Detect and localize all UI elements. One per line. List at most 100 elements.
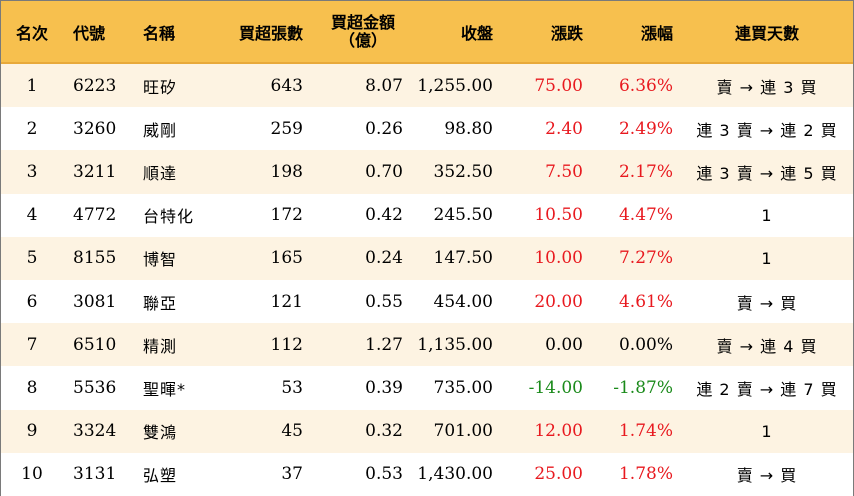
cell-net-buy-volume: 53	[281, 377, 303, 398]
cell-close: 1,255.00	[417, 75, 493, 96]
cell-code: 3081	[73, 291, 117, 312]
cell-change: 0.00	[545, 334, 583, 355]
cell-net-buy-volume: 172	[270, 205, 303, 226]
cell-net-buy-amount: 0.39	[365, 377, 403, 398]
cell-net-buy-amount: 0.55	[365, 291, 403, 312]
table-row: 9 3324 雙鴻 45 0.32 701.00 12.00 1.74% 1	[1, 409, 853, 453]
cell-code: 5536	[73, 377, 117, 398]
cell-rank: 2	[26, 118, 38, 139]
table-row: 1 6223 旺矽 643 8.07 1,255.00 75.00 6.36% 賣 → 連 3 …	[1, 64, 853, 108]
cell-consecutive-days: 連 2 賣 → 連 7 買	[696, 379, 838, 399]
cell-change: 7.50	[545, 161, 583, 182]
header-net-buy-volume: 買超張數	[238, 23, 303, 43]
cell-rank: 9	[26, 421, 38, 442]
cell-net-buy-amount: 0.42	[365, 205, 403, 226]
cell-change-pct: 1.78%	[618, 464, 673, 485]
cell-change: 10.50	[534, 205, 583, 226]
header-name: 名稱	[143, 23, 176, 43]
cell-code: 3324	[73, 421, 117, 442]
cell-code: 8155	[73, 248, 117, 269]
cell-change-pct: 6.36%	[618, 75, 673, 96]
cell-net-buy-volume: 198	[270, 161, 303, 182]
header-rank: 名次	[15, 23, 48, 43]
cell-change-pct: 1.74%	[618, 421, 673, 442]
table-row: 3 3211 順達 198 0.70 352.50 7.50 2.17% 連 3 賣 → 連 5…	[1, 150, 853, 194]
cell-change: 75.00	[534, 75, 583, 96]
table-header: 名次 代號 名稱 買超張數 買超金額 （億） 收盤 漲跌 漲幅 連買天數	[1, 1, 853, 64]
cell-name: 博智	[143, 250, 178, 270]
cell-net-buy-volume: 259	[270, 118, 303, 139]
cell-close: 735.00	[433, 377, 493, 398]
header-net-buy-amount-line2: （億）	[338, 30, 387, 50]
cell-net-buy-amount: 1.27	[365, 334, 403, 355]
cell-consecutive-days: 1	[761, 421, 773, 441]
cell-name: 台特化	[143, 207, 195, 227]
cell-net-buy-amount: 0.32	[365, 421, 403, 442]
cell-net-buy-amount: 0.24	[365, 248, 403, 269]
cell-change-pct: 2.49%	[618, 118, 673, 139]
cell-rank: 1	[26, 75, 38, 96]
cell-rank: 5	[26, 248, 38, 269]
cell-change: 10.00	[534, 248, 583, 269]
cell-consecutive-days: 賣 → 連 3 買	[716, 77, 818, 97]
table-row: 6 3081 聯亞 121 0.55 454.00 20.00 4.61% 賣 → 買	[1, 279, 853, 324]
header-close: 收盤	[460, 23, 493, 43]
header-net-buy-amount: 買超金額 （億）	[303, 12, 403, 50]
cell-change-pct: 0.00%	[618, 334, 673, 355]
cell-consecutive-days: 賣 → 連 4 買	[716, 336, 818, 356]
cell-close: 701.00	[433, 421, 493, 442]
cell-net-buy-volume: 112	[270, 334, 303, 355]
cell-consecutive-days: 1	[761, 248, 773, 268]
cell-code: 6510	[73, 334, 117, 355]
cell-net-buy-volume: 37	[281, 464, 303, 485]
cell-close: 352.50	[433, 161, 493, 182]
cell-rank: 10	[21, 464, 43, 485]
cell-name: 威剛	[143, 120, 178, 140]
table-body: 1 6223 旺矽 643 8.07 1,255.00 75.00 6.36% 賣 → 連 3 …	[1, 64, 853, 496]
cell-change-pct: 4.47%	[618, 205, 673, 226]
table-row: 7 6510 精測 112 1.27 1,135.00 0.00 0.00% 賣 → 連 4 買	[1, 323, 853, 367]
cell-rank: 6	[26, 291, 38, 312]
cell-net-buy-amount: 0.26	[365, 118, 403, 139]
cell-close: 147.50	[433, 248, 493, 269]
table-row: 2 3260 威剛 259 0.26 98.80 2.40 2.49% 連 3 賣 → 連 2 …	[1, 107, 853, 151]
cell-change-pct: 7.27%	[618, 248, 673, 269]
cell-change: 25.00	[534, 464, 583, 485]
header-consecutive-days: 連買天數	[734, 23, 799, 43]
cell-consecutive-days: 賣 → 買	[736, 293, 798, 313]
cell-close: 1,135.00	[417, 334, 493, 355]
cell-name: 旺矽	[143, 77, 178, 97]
header-net-buy-amount-line1: 買超金額	[330, 12, 395, 32]
cell-net-buy-amount: 0.53	[365, 464, 403, 485]
cell-net-buy-volume: 45	[281, 421, 303, 442]
cell-net-buy-volume: 121	[270, 291, 303, 312]
cell-code: 4772	[73, 205, 117, 226]
cell-rank: 4	[26, 205, 38, 226]
cell-consecutive-days: 賣 → 買	[736, 466, 798, 486]
cell-change: -14.00	[528, 377, 583, 398]
cell-change: 2.40	[545, 118, 583, 139]
header-change: 漲跌	[550, 23, 583, 43]
cell-code: 3211	[73, 161, 117, 182]
cell-net-buy-volume: 643	[270, 75, 303, 96]
table-row: 4 4772 台特化 172 0.42 245.50 10.50 4.47% 1	[1, 193, 853, 237]
header-change-pct: 漲幅	[640, 23, 673, 43]
cell-change-pct: 2.17%	[618, 161, 673, 182]
cell-name: 聯亞	[143, 293, 178, 313]
cell-close: 98.80	[444, 118, 493, 139]
cell-code: 6223	[73, 75, 117, 96]
cell-name: 雙鴻	[143, 423, 178, 443]
cell-name: 順達	[143, 163, 178, 183]
cell-consecutive-days: 連 3 賣 → 連 5 買	[696, 163, 838, 183]
cell-change: 12.00	[534, 421, 583, 442]
cell-change-pct: -1.87%	[613, 377, 673, 398]
cell-rank: 7	[26, 334, 38, 355]
table-row: 5 8155 博智 165 0.24 147.50 10.00 7.27% 1	[1, 236, 853, 280]
table-row: 8 5536 聖暉* 53 0.39 735.00 -14.00 -1.87% 連 2 賣 → …	[1, 366, 853, 410]
cell-net-buy-amount: 0.70	[365, 161, 403, 182]
cell-consecutive-days: 連 3 賣 → 連 2 買	[696, 120, 838, 140]
cell-consecutive-days: 1	[761, 205, 773, 225]
cell-net-buy-amount: 8.07	[365, 75, 403, 96]
cell-rank: 8	[26, 377, 38, 398]
